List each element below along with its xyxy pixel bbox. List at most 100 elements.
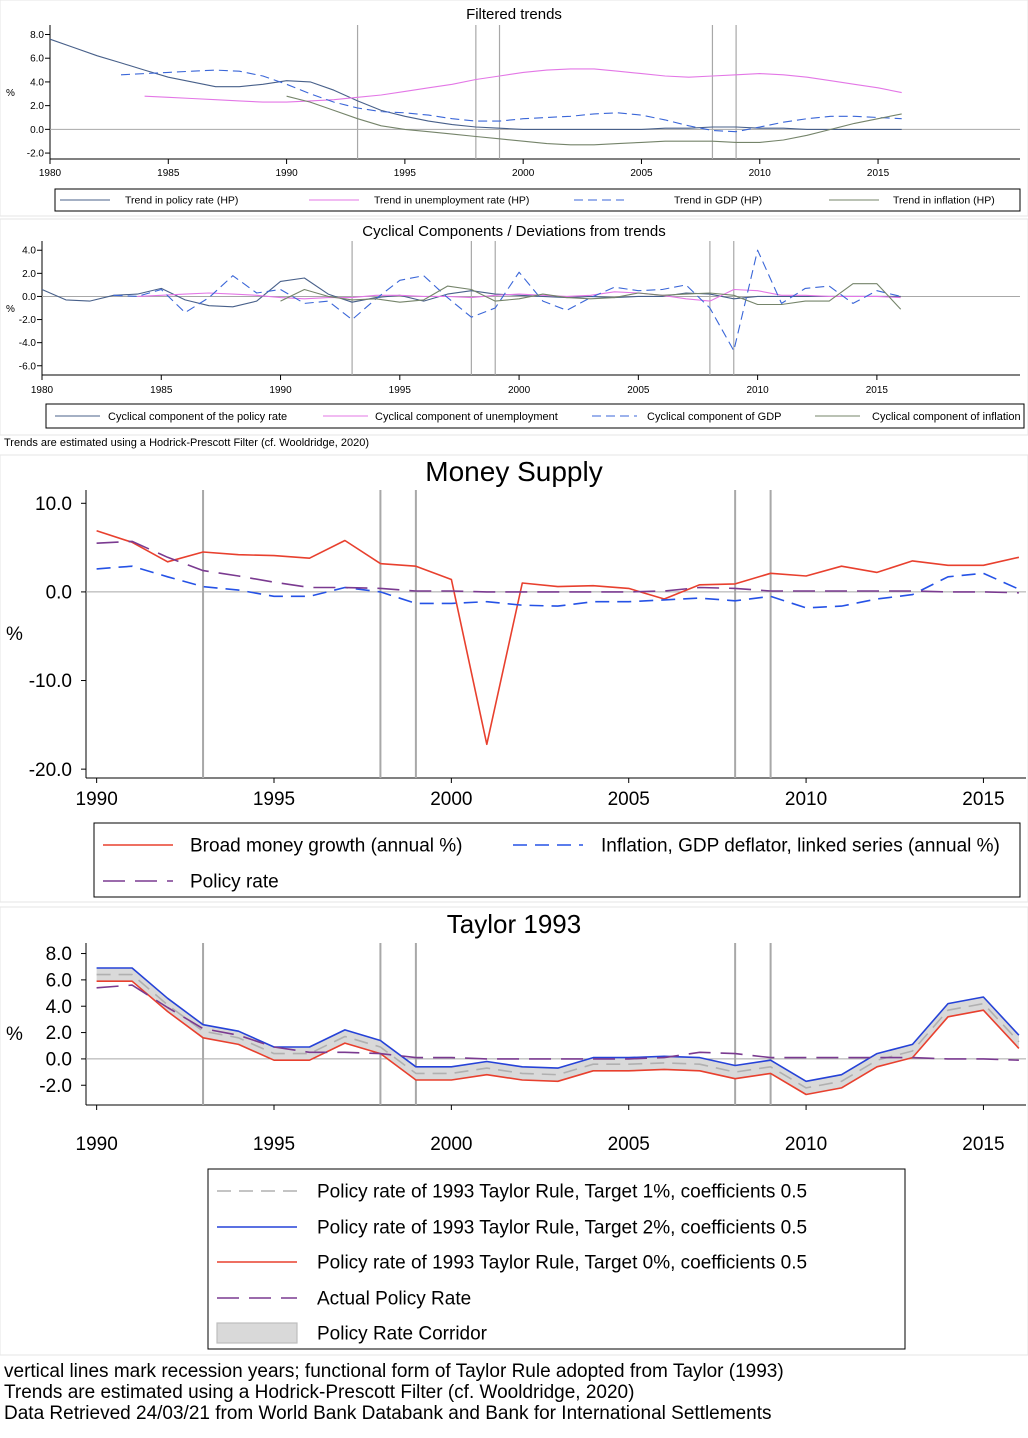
- legend-label-1: Policy rate of 1993 Taylor Rule, Target …: [317, 1182, 807, 1203]
- y-axis-label: %: [6, 304, 15, 315]
- legend-label-3: Policy rate: [190, 872, 279, 893]
- y-tick-label: 8.0: [46, 944, 72, 965]
- legend-label-1: Cyclical component of the policy rate: [108, 411, 287, 423]
- y-tick-label: 6.0: [30, 54, 44, 65]
- policy-rate-corridor: [96, 968, 1019, 1095]
- y-tick-label: 10.0: [35, 494, 72, 515]
- x-tick-label: 1990: [269, 385, 292, 396]
- series-line-4: [286, 95, 902, 146]
- legend-label-3: Cyclical component of GDP: [647, 411, 782, 423]
- y-tick-label: 0.0: [46, 1050, 72, 1071]
- y-axis-label: %: [6, 624, 23, 645]
- y-axis-label: %: [6, 1024, 23, 1045]
- x-tick-label: 1990: [76, 1134, 118, 1155]
- series-line-3: [96, 540, 1019, 594]
- series-line-3: [120, 69, 902, 133]
- panel-frame: [0, 218, 1028, 436]
- y-tick-label: -2.0: [39, 1076, 72, 1097]
- x-tick-label: 2000: [430, 789, 472, 810]
- y-tick-label: 8.0: [30, 30, 44, 41]
- legend-label-1: Trend in policy rate (HP): [125, 195, 238, 207]
- y-tick-label: -2.0: [27, 149, 45, 160]
- series-line-1: [96, 530, 1020, 746]
- y-tick-label: 4.0: [22, 246, 36, 257]
- x-tick-label: 1980: [31, 385, 54, 396]
- y-tick-label: 4.0: [30, 77, 44, 88]
- x-tick-label: 2010: [749, 168, 772, 179]
- x-tick-label: 1995: [394, 168, 417, 179]
- chart-title: Money Supply: [425, 456, 602, 487]
- footnote-recession: vertical lines mark recession years; fun…: [4, 1361, 784, 1382]
- x-tick-label: 1990: [76, 789, 118, 810]
- y-tick-label: -20.0: [29, 760, 72, 781]
- y-tick-label: 0.0: [46, 583, 72, 604]
- chart-title: Taylor 1993: [447, 909, 581, 939]
- x-tick-label: 2015: [962, 789, 1004, 810]
- x-tick-label: 2015: [866, 385, 889, 396]
- x-tick-label: 1995: [253, 1134, 295, 1155]
- x-tick-label: 2000: [512, 168, 535, 179]
- x-tick-label: 2000: [430, 1134, 472, 1155]
- chart-title: Filtered trends: [466, 6, 562, 23]
- x-tick-label: 1980: [39, 168, 62, 179]
- legend-label-4: Actual Policy Rate: [317, 1289, 471, 1310]
- y-tick-label: 4.0: [46, 997, 72, 1018]
- footnotes: vertical lines mark recession years; fun…: [4, 1361, 784, 1424]
- x-tick-label: 2010: [785, 1134, 827, 1155]
- x-tick-label: 2005: [630, 168, 653, 179]
- series-line-1: [41, 277, 901, 308]
- y-tick-label: -10.0: [29, 671, 72, 692]
- x-tick-label: 1985: [157, 168, 180, 179]
- legend-box: [54, 188, 1021, 212]
- legend-label-2: Cyclical component of unemployment: [375, 411, 558, 423]
- y-tick-label: 2.0: [46, 1023, 72, 1044]
- series-line-4: [280, 283, 902, 310]
- chart-filtered: Filtered trends -2.0 0.0 2.0 4.0 6.0 8.0% 1980 1…: [0, 0, 1028, 217]
- y-tick-label: 2.0: [30, 101, 44, 112]
- x-tick-label: 2005: [627, 385, 650, 396]
- x-tick-label: 2015: [962, 1134, 1004, 1155]
- x-tick-label: 1995: [389, 385, 412, 396]
- hp-filter-note: Trends are estimated using a Hodrick-Pre…: [4, 437, 369, 449]
- legend-swatch-corridor: [216, 1322, 298, 1344]
- x-tick-label: 2000: [508, 385, 531, 396]
- legend-box: [93, 822, 1021, 898]
- legend-label-2: Trend in unemployment rate (HP): [374, 195, 529, 207]
- chart-taylor: Taylor 1993 -2.0 0.0 2.0 4.0 6.0 8.0% 1990 1995 2…: [0, 906, 1028, 1356]
- chart-title: Cyclical Components / Deviations from tr…: [362, 223, 665, 240]
- legend-label-2: Policy rate of 1993 Taylor Rule, Target …: [317, 1218, 807, 1239]
- y-tick-label: -4.0: [19, 338, 37, 349]
- x-tick-label: 2010: [785, 789, 827, 810]
- footnote-data-source: Data Retrieved 24/03/21 from World Bank …: [4, 1403, 772, 1424]
- legend-label-4: Trend in inflation (HP): [893, 195, 995, 207]
- x-tick-label: 2005: [608, 1134, 650, 1155]
- y-tick-label: 0.0: [30, 125, 44, 136]
- footnote-hp-filter: Trends are estimated using a Hodrick-Pre…: [4, 1382, 635, 1403]
- y-tick-label: 0.0: [22, 292, 36, 303]
- legend-label-2: Inflation, GDP deflator, linked series (…: [601, 836, 1000, 857]
- x-tick-label: 2005: [608, 789, 650, 810]
- y-tick-label: -6.0: [19, 361, 37, 372]
- legend-label-3: Policy rate of 1993 Taylor Rule, Target …: [317, 1253, 807, 1274]
- legend-label-3: Trend in GDP (HP): [674, 195, 762, 207]
- legend-box: [207, 1168, 906, 1350]
- series-line-4: [96, 984, 1019, 1061]
- series-line-2: [96, 565, 1020, 609]
- x-tick-label: 1985: [150, 385, 173, 396]
- panel-frame: [0, 0, 1028, 217]
- x-tick-label: 1990: [275, 168, 298, 179]
- x-tick-label: 2015: [867, 168, 890, 179]
- y-tick-label: -2.0: [19, 315, 37, 326]
- series-line-1: [49, 38, 902, 130]
- x-tick-label: 2010: [746, 385, 769, 396]
- y-tick-label: 2.0: [22, 269, 36, 280]
- x-tick-label: 1995: [253, 789, 295, 810]
- legend-label-5: Policy Rate Corridor: [317, 1324, 488, 1345]
- legend-label-4: Cyclical component of inflation: [872, 411, 1021, 423]
- series-line-2: [137, 288, 901, 302]
- series-line-3: [113, 249, 901, 352]
- y-axis-label: %: [6, 88, 15, 99]
- chart-cyclical: Cyclical Components / Deviations from tr…: [0, 218, 1028, 436]
- series-line-2: [96, 967, 1020, 1083]
